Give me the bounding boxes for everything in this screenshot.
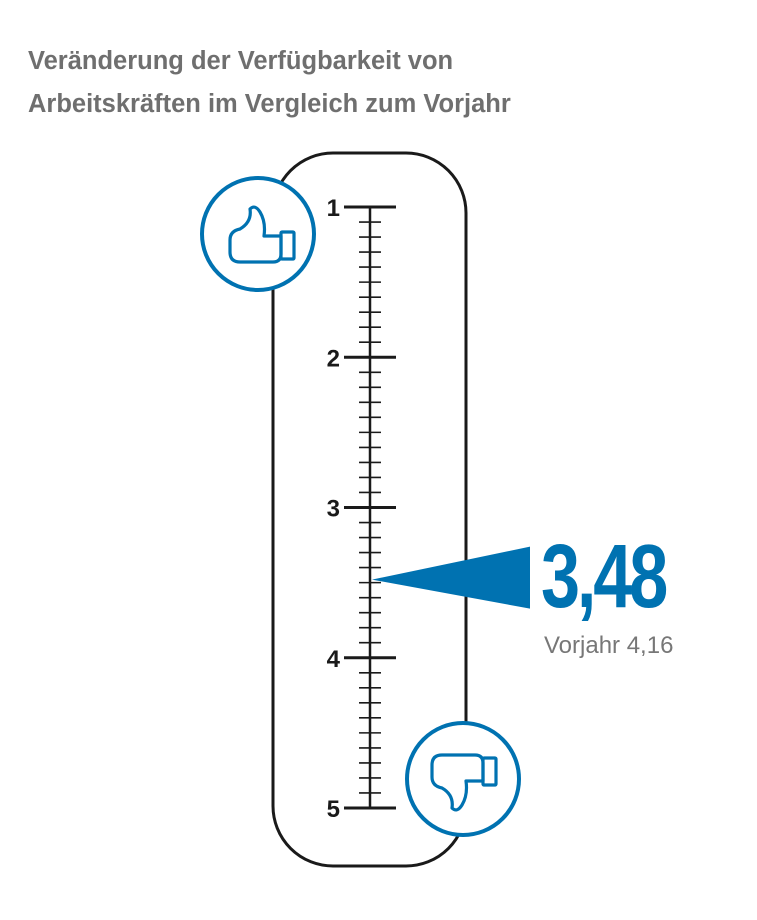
tick-label: 2 — [327, 345, 340, 372]
title-line-2: Arbeitskräften im Vergleich zum Vorjahr — [28, 90, 511, 118]
scale-ticks — [344, 205, 396, 810]
previous-year-value: Vorjahr 4,16 — [544, 632, 674, 659]
thumbs-up-icon — [228, 205, 296, 264]
thumbs-up-badge — [200, 176, 316, 292]
gauge-frame — [271, 151, 468, 868]
scale-labels: 1 2 3 4 5 — [327, 195, 341, 823]
thumbs-down-badge — [405, 721, 521, 837]
current-value: 3,48 — [541, 527, 668, 627]
tick-label: 5 — [327, 796, 340, 823]
title-line-1: Veränderung der Verfügbarkeit von — [28, 47, 454, 75]
value-pointer — [372, 546, 530, 609]
tick-label: 4 — [327, 646, 341, 673]
tick-label: 3 — [327, 496, 340, 523]
thumbs-down-icon — [430, 753, 498, 812]
chart-title: Veränderung der Verfügbarkeit von Arbeit… — [28, 40, 728, 126]
tick-label: 1 — [327, 195, 340, 222]
